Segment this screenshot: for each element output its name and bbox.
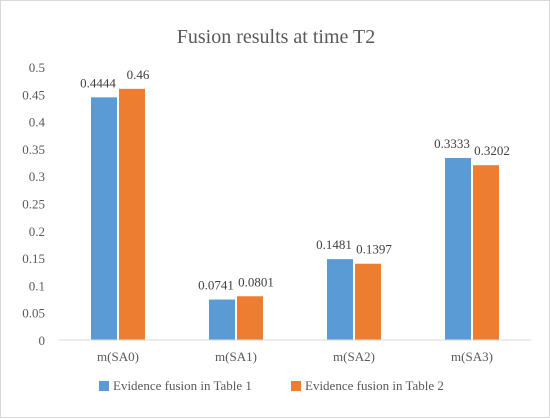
y-tick-label: 0.2 xyxy=(29,224,45,239)
data-label: 0.46 xyxy=(127,67,150,82)
legend: Evidence fusion in Table 1 Evidence fusio… xyxy=(99,378,444,393)
x-category-label: m(SA1) xyxy=(215,349,257,364)
bar-series2 xyxy=(237,296,263,340)
x-category-label: m(SA0) xyxy=(97,349,139,364)
bar-series2 xyxy=(355,263,381,340)
y-axis-ticks: 0 0.05 0.1 0.15 0.2 0.25 0.3 0.35 0.4 0.45 0.5 xyxy=(22,60,45,348)
legend-label: Evidence fusion in Table 2 xyxy=(305,378,444,393)
data-label: 0.4444 xyxy=(80,75,116,90)
y-tick-label: 0.4 xyxy=(29,115,46,130)
y-tick-label: 0.15 xyxy=(22,251,45,266)
data-label: 0.1397 xyxy=(356,242,392,257)
data-label: 0.3333 xyxy=(434,136,470,151)
bar-series1 xyxy=(327,259,353,340)
y-tick-label: 0.05 xyxy=(22,306,45,321)
x-category-label: m(SA3) xyxy=(451,349,493,364)
data-label: 0.3202 xyxy=(474,143,510,158)
data-label: 0.0801 xyxy=(238,274,274,289)
bar-series2 xyxy=(119,88,145,340)
y-tick-label: 0.1 xyxy=(29,278,45,293)
y-tick-label: 0.5 xyxy=(29,60,45,75)
x-axis-categories: m(SA0) m(SA1) m(SA2) m(SA3) xyxy=(97,349,493,364)
bars-group xyxy=(91,88,499,340)
legend-label: Evidence fusion in Table 1 xyxy=(113,378,252,393)
bar-series1 xyxy=(209,299,235,340)
y-tick-label: 0.45 xyxy=(22,87,45,102)
bar-series2 xyxy=(473,165,499,340)
x-category-label: m(SA2) xyxy=(333,349,375,364)
data-label: 0.0741 xyxy=(198,278,234,293)
y-tick-label: 0 xyxy=(39,333,46,348)
data-labels-group: 0.4444 0.46 0.0741 0.0801 0.1481 0.1397 0.3333… xyxy=(80,67,510,293)
y-tick-label: 0.35 xyxy=(22,142,45,157)
legend-swatch xyxy=(291,381,301,391)
bar-series1 xyxy=(91,97,117,340)
y-tick-label: 0.25 xyxy=(22,197,45,212)
y-tick-label: 0.3 xyxy=(29,169,45,184)
chart-title: Fusion results at time T2 xyxy=(177,26,376,48)
bar-series1 xyxy=(445,158,471,340)
data-label: 0.1481 xyxy=(316,237,352,252)
legend-swatch xyxy=(99,381,109,391)
